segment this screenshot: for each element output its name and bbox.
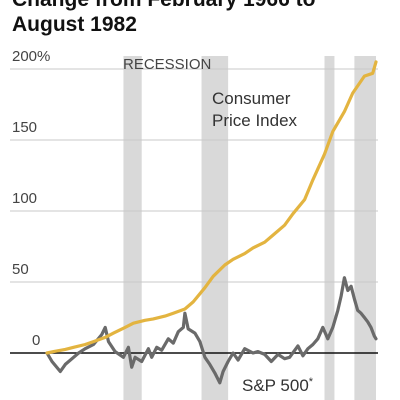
chart-title-line-1: Change from February 1966 to (12, 0, 315, 11)
cpi-line (45, 60, 378, 355)
recession-band-4 (354, 56, 376, 400)
y-tick-label: 150 (12, 119, 37, 136)
series-lines (45, 60, 378, 385)
sp500-label-text: S&P 500 (242, 376, 309, 395)
cpi-label-line-1: Consumer (212, 89, 291, 108)
recession-band-3 (324, 56, 335, 400)
cpi-label-line-2: Price Index (212, 111, 298, 130)
y-tick-label: 200% (12, 48, 50, 65)
recession-band-1 (123, 56, 142, 400)
y-tick-label: 50 (12, 261, 29, 278)
recession-band-2 (201, 56, 229, 400)
sp500-label-mark: * (309, 376, 314, 388)
grid (10, 68, 378, 354)
sp500-label: S&P 500* (242, 376, 314, 395)
sp500-line (45, 276, 378, 385)
recession-label: RECESSION (123, 56, 211, 73)
y-tick-label: 0 (32, 332, 40, 349)
y-axis-ticks: 200% 150 100 50 0 (12, 48, 50, 349)
y-tick-label: 100 (12, 190, 37, 207)
chart-title-line-2: August 1982 (12, 13, 137, 36)
